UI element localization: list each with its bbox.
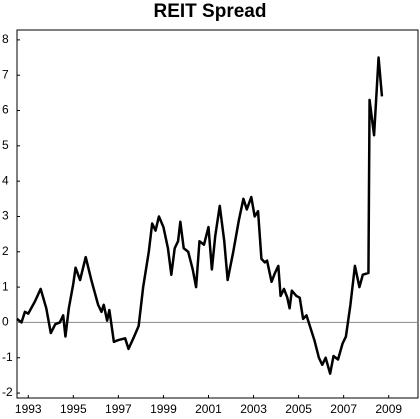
y-tick-label: 6 (2, 103, 9, 117)
y-tick-label: 2 (2, 244, 9, 258)
y-tick-label: -2 (2, 385, 13, 399)
x-tick-label: 2001 (195, 402, 222, 416)
y-tick-label: 7 (2, 67, 9, 81)
y-tick-label: -1 (2, 350, 13, 364)
y-tick-label: 1 (2, 279, 9, 293)
x-tick-label: 1997 (105, 402, 132, 416)
y-tick-label: 4 (2, 173, 9, 187)
y-tick-label: 3 (2, 209, 9, 223)
plot-frame (16, 29, 419, 399)
x-tick-label: 1995 (60, 402, 87, 416)
y-tick-label: 8 (2, 32, 9, 46)
x-tick-label: 2003 (240, 402, 267, 416)
x-tick-label: 1993 (15, 402, 42, 416)
y-tick-label: 0 (2, 315, 9, 329)
data-line (16, 56, 384, 375)
y-tick-label: 5 (2, 138, 9, 152)
chart-title: REIT Spread (154, 1, 267, 22)
x-tick-label: 2007 (330, 402, 357, 416)
x-tick-label: 2009 (375, 402, 402, 416)
x-tick-label: 1999 (150, 402, 177, 416)
x-tick-label: 2005 (285, 402, 312, 416)
